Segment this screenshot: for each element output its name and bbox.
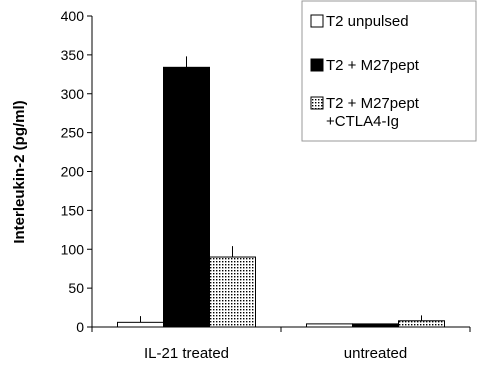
y-tick-label: 250 [61,125,85,141]
y-tick-label: 0 [76,319,84,335]
legend-swatch-2 [310,58,324,72]
y-tick-label: 150 [61,202,85,218]
y-tick-label: 50 [68,280,84,296]
legend-swatch-3 [310,96,324,110]
legend-label-2: T2 + M27pept [326,57,420,74]
bar-3-1 [209,256,256,328]
bar-3-2 [398,320,445,328]
legend-label-1: T2 unpulsed [326,13,409,30]
legend-label-3: T2 + M27pept [326,95,420,112]
x-category-label: untreated [344,345,407,362]
bar-1-1 [117,321,164,328]
y-tick-label: 350 [61,47,85,63]
y-tick-label: 400 [61,8,85,24]
bar-2-1 [163,66,210,328]
legend-swatch-1 [310,14,324,28]
y-tick-label: 200 [61,164,85,180]
legend-label-3: +CTLA4-Ig [326,113,399,130]
y-tick-label: 300 [61,86,85,102]
y-tick-label: 100 [61,241,85,257]
legend-box [301,0,477,142]
x-category-label: IL-21 treated [144,345,229,362]
y-axis-label: Interleukin-2 (pg/ml) [11,100,28,243]
